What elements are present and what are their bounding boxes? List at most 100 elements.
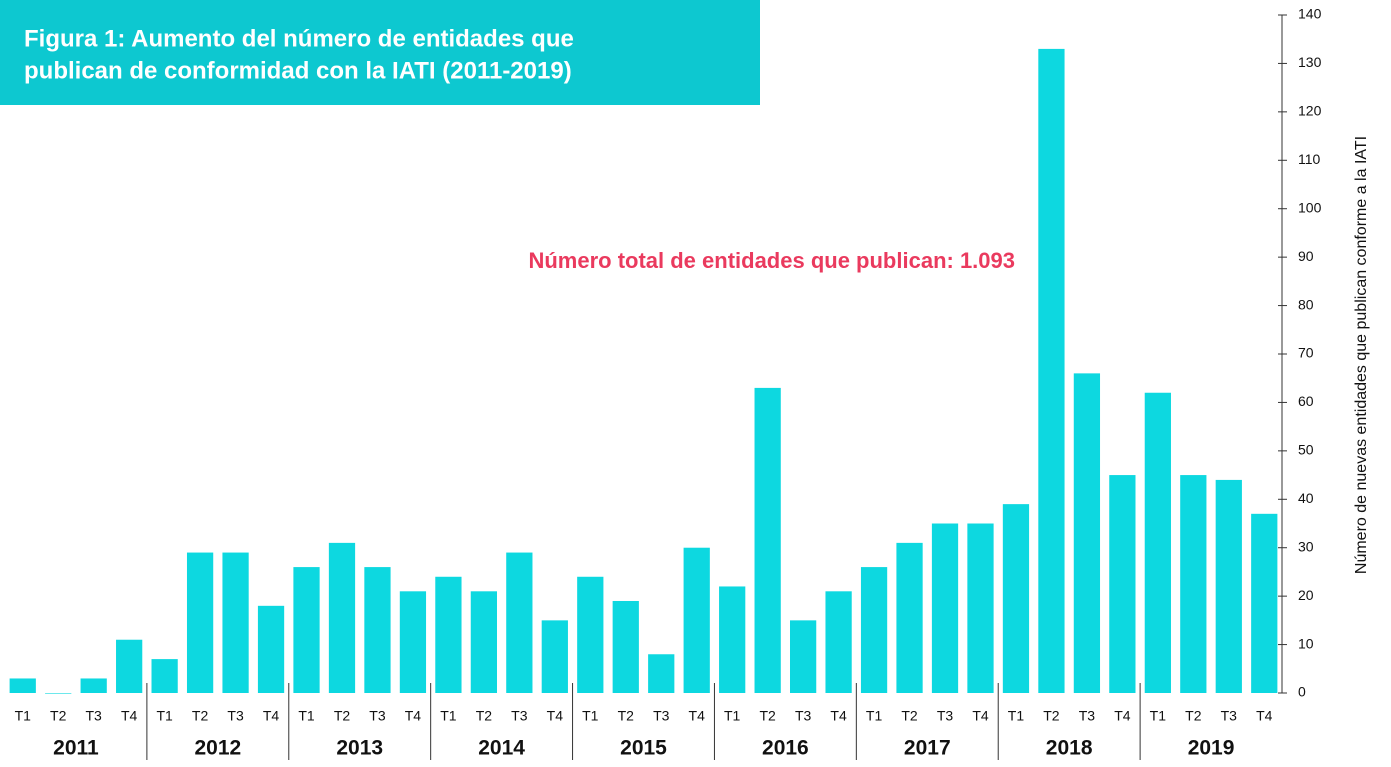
group-label: 2013 <box>336 737 383 760</box>
x-tick-label: T4 <box>1256 708 1273 724</box>
x-tick-label: T3 <box>511 708 528 724</box>
bar <box>1002 504 1030 693</box>
bar <box>470 591 497 693</box>
x-tick-label: T3 <box>1221 708 1238 724</box>
y-tick-label: 10 <box>1298 635 1314 651</box>
y-tick-label: 100 <box>1298 199 1322 215</box>
x-tick-label: T3 <box>795 708 812 724</box>
bar <box>80 678 107 693</box>
bar <box>541 620 568 693</box>
bar <box>754 387 781 693</box>
y-tick-label: 90 <box>1298 248 1314 264</box>
y-tick-label: 120 <box>1298 103 1322 119</box>
x-tick-label: T1 <box>724 708 741 724</box>
bar <box>45 693 72 694</box>
chart-title: publican de conformidad con la IATI (201… <box>24 57 572 84</box>
x-tick-label: T2 <box>901 708 918 724</box>
y-tick-label: 110 <box>1298 151 1321 167</box>
bar <box>860 567 888 693</box>
x-tick-label: T4 <box>121 708 138 724</box>
bar <box>719 586 746 693</box>
x-tick-label: T1 <box>156 708 173 724</box>
x-tick-label: T3 <box>937 708 954 724</box>
bar <box>896 542 923 693</box>
bar <box>186 552 214 693</box>
bar <box>790 620 817 693</box>
bar <box>825 591 852 693</box>
x-tick-label: T4 <box>547 708 564 724</box>
x-tick-label: T1 <box>440 708 457 724</box>
group-label: 2017 <box>904 737 951 760</box>
y-tick-label: 60 <box>1298 393 1314 409</box>
annotation: Número total de entidades que publican: … <box>528 248 1015 273</box>
bar <box>1073 373 1101 693</box>
y-tick-label: 80 <box>1298 296 1314 312</box>
x-tick-label: T2 <box>1185 708 1202 724</box>
y-tick-label: 50 <box>1298 442 1314 458</box>
x-tick-label: T3 <box>369 708 386 724</box>
x-tick-label: T2 <box>618 708 635 724</box>
x-tick-label: T1 <box>1008 708 1025 724</box>
bar <box>222 552 249 693</box>
y-tick-label: 70 <box>1298 345 1314 361</box>
bar <box>257 605 285 693</box>
x-tick-label: T1 <box>15 708 32 724</box>
bar <box>364 567 391 693</box>
y-tick-label: 0 <box>1298 684 1306 700</box>
title-box <box>0 0 760 105</box>
bar <box>1180 475 1207 693</box>
bar <box>151 659 178 693</box>
bar <box>931 523 959 693</box>
x-tick-label: T3 <box>86 708 103 724</box>
group-label: 2014 <box>478 737 525 760</box>
bar <box>967 523 994 693</box>
y-axis-label: Número de nuevas entidades que publican … <box>1353 136 1370 574</box>
group-label: 2016 <box>762 737 809 760</box>
bar <box>1038 48 1065 693</box>
x-tick-label: T1 <box>1150 708 1167 724</box>
x-tick-label: T2 <box>759 708 776 724</box>
bar <box>648 654 675 693</box>
bar <box>506 552 533 693</box>
x-tick-label: T4 <box>1114 708 1131 724</box>
bar <box>9 678 36 693</box>
x-tick-label: T3 <box>653 708 670 724</box>
x-tick-label: T4 <box>972 708 989 724</box>
group-label: 2015 <box>620 737 667 760</box>
x-tick-label: T3 <box>227 708 244 724</box>
y-tick-label: 30 <box>1298 538 1314 554</box>
group-label: 2011 <box>53 737 99 760</box>
bar <box>116 639 143 693</box>
bar <box>683 547 710 693</box>
bar <box>399 591 427 693</box>
chart-title: Figura 1: Aumento del número de entidade… <box>24 25 574 52</box>
bar <box>1215 479 1242 693</box>
bar <box>612 600 639 693</box>
y-tick-label: 130 <box>1298 54 1322 70</box>
x-tick-label: T2 <box>192 708 209 724</box>
x-tick-label: T4 <box>689 708 706 724</box>
bar <box>1251 513 1278 693</box>
x-tick-label: T4 <box>830 708 847 724</box>
bar <box>293 567 320 693</box>
group-label: 2012 <box>194 737 241 760</box>
bar <box>328 542 356 693</box>
y-tick-label: 140 <box>1298 6 1322 22</box>
x-tick-label: T1 <box>866 708 883 724</box>
group-label: 2018 <box>1046 737 1093 760</box>
group-label: 2019 <box>1188 737 1235 760</box>
y-tick-label: 40 <box>1298 490 1314 506</box>
bar <box>1109 475 1136 693</box>
bar <box>577 576 604 693</box>
x-tick-label: T2 <box>476 708 493 724</box>
x-tick-label: T1 <box>298 708 315 724</box>
x-tick-label: T2 <box>50 708 67 724</box>
x-tick-label: T1 <box>582 708 599 724</box>
bar <box>1144 392 1171 693</box>
bar <box>435 576 462 693</box>
y-tick-label: 20 <box>1298 587 1314 603</box>
x-tick-label: T2 <box>1043 708 1060 724</box>
x-tick-label: T3 <box>1079 708 1096 724</box>
x-tick-label: T4 <box>263 708 280 724</box>
